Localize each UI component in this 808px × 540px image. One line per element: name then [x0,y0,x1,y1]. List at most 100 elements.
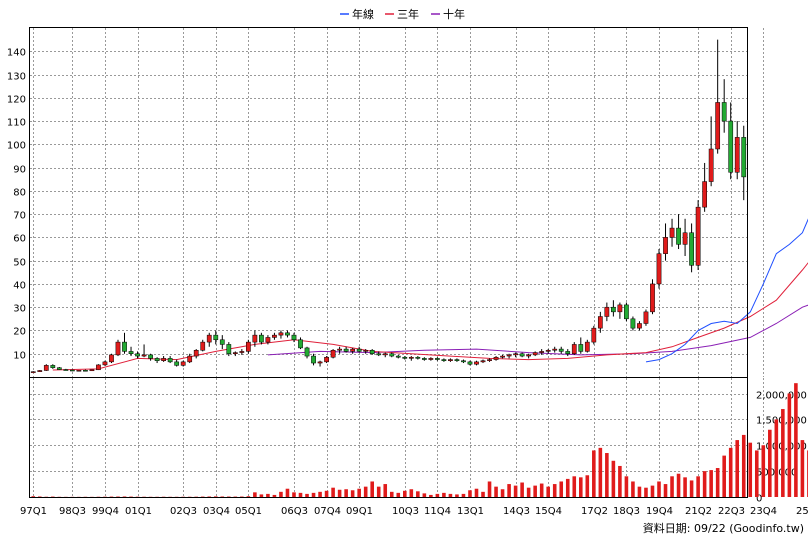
price-tick-label: 70 [13,211,26,222]
volume-bar [292,492,296,497]
volume-bar [500,489,505,497]
price-tick-label: 130 [7,72,26,83]
candle [708,116,714,187]
volume-bar [298,492,303,497]
candle [480,359,486,364]
candle [565,349,571,357]
volume-bar [526,487,531,497]
candle-body [708,148,714,182]
candle-body [611,306,616,313]
volume-bar [96,496,101,498]
candle [122,332,127,354]
candle [115,339,121,357]
x-tick-label: 22Q3 [718,506,745,517]
candle-body [435,358,440,360]
volume-bar [611,460,616,497]
price-tick-label: 110 [7,118,26,129]
candle-body [311,355,316,364]
volume-bar [383,484,388,497]
candle [421,357,427,361]
price-tick-label: 20 [13,327,26,338]
volume-bar [774,419,779,497]
candle-body [56,367,62,370]
price-axis: 10 20 30 40 50 60 70 80 90 100 110 120 130 140 [7,48,26,362]
volume-bar [637,486,642,497]
volume-bar [311,492,316,497]
candle [441,358,447,362]
candle [356,346,362,353]
candle-body [154,358,160,361]
volume-bar [696,476,700,497]
candle [161,356,166,362]
volume-bar [565,478,570,497]
volume-bar [754,450,759,497]
candle [330,349,336,359]
volume-bar [670,476,674,497]
candle-body [728,120,734,173]
volume-bar [350,490,355,497]
volume-bar [663,484,668,497]
candle [493,356,499,361]
volume-bar [689,480,694,497]
candle [56,366,62,371]
candle-body [272,334,277,338]
candle-body [545,349,551,352]
candle [545,349,551,354]
candle-body [734,137,740,173]
candle [448,358,453,362]
candles [30,39,747,373]
candle [272,332,277,340]
candle [83,369,88,372]
candle-body [630,318,636,329]
x-tick-label: 97Q1 [20,506,47,517]
volume-bar [51,496,55,498]
candle [337,346,342,354]
x-tick-label: 19Q4 [646,506,673,517]
candle-body [135,353,140,357]
candle [135,351,140,359]
candle-body [96,364,101,371]
candle [37,370,43,372]
volume-bar [657,481,661,497]
candle [519,352,525,358]
volume-bar [487,481,492,497]
volume-panel-frame [29,377,748,498]
volume-bar [676,473,681,497]
volume-bar [468,490,472,497]
volume-bar [135,496,140,498]
candle-body [226,344,232,354]
candle [689,223,694,273]
volume-bar [103,496,107,498]
candle-body [558,348,564,352]
volume-bar [161,496,166,498]
candle-body [689,232,694,266]
candle [252,330,258,347]
candle [285,330,290,338]
candle [30,371,36,373]
candle [50,364,56,369]
candle [428,357,434,361]
candle-body [259,334,264,343]
candle-body [161,358,166,361]
volume-bar [618,465,622,497]
volume-bar [715,468,720,497]
price-tick-label: 30 [13,304,26,315]
candle-body [239,351,245,353]
candle-body [50,365,56,368]
x-tick-label: 10Q3 [392,506,419,517]
volume-bar [272,494,277,497]
volume-bar [748,442,753,497]
x-tick-label: 09Q1 [346,506,373,517]
volume-bar [442,492,446,497]
candle [239,349,245,355]
candle [656,249,662,289]
candle-body [350,348,356,352]
candle [102,360,108,366]
volume-bar [513,485,518,497]
volume-bar [227,496,231,498]
candle [643,309,649,326]
volume-bar [116,496,120,498]
candle-body [109,354,114,363]
candle [76,370,82,372]
candle [532,351,538,357]
